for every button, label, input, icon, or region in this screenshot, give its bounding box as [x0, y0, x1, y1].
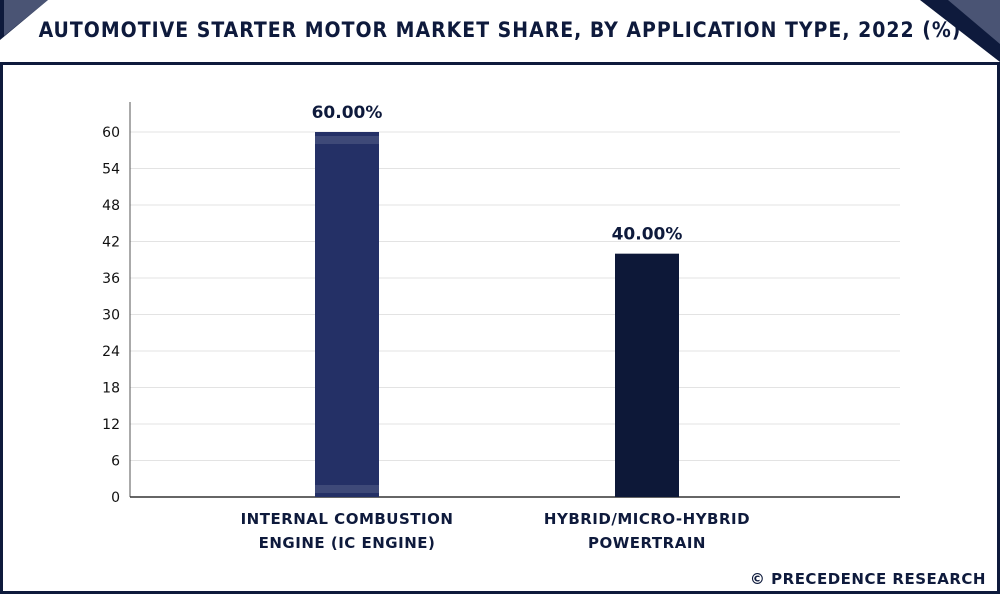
chart-title: AUTOMOTIVE STARTER MOTOR MARKET SHARE, B…: [38, 18, 962, 42]
data-label: 60.00%: [312, 103, 383, 123]
y-tick-label: 18: [102, 381, 120, 397]
y-tick-label: 42: [102, 235, 120, 251]
header-corner-right: [920, 0, 1000, 62]
bar-highlight: [315, 136, 379, 144]
y-tick-label: 54: [102, 162, 120, 178]
y-tick-label: 36: [102, 271, 120, 287]
y-tick-label: 60: [102, 125, 120, 141]
data-label: 40.00%: [612, 225, 683, 245]
y-tick-label: 48: [102, 198, 120, 214]
y-tick-label: 0: [111, 490, 120, 506]
header-divider: [0, 62, 1000, 65]
header-band: AUTOMOTIVE STARTER MOTOR MARKET SHARE, B…: [0, 0, 1000, 62]
bar-highlight: [315, 485, 379, 493]
header-corner-decor: [0, 0, 1000, 62]
y-tick-label: 30: [102, 308, 120, 324]
header-corner-right-shade: [948, 0, 1000, 44]
y-tick-label: 12: [102, 417, 120, 433]
category-label-hybrid: HYBRID/MICRO-HYBRID POWERTRAIN: [543, 510, 751, 552]
header-corner-left-shade: [4, 0, 48, 36]
bar-hybrid: [615, 253, 679, 497]
category-label-ic-engine: INTERNAL COMBUSTION ENGINE (IC ENGINE): [240, 510, 454, 552]
y-tick-label: 24: [102, 344, 120, 360]
bar-ic-engine: [315, 132, 379, 497]
source-credit: © PRECEDENCE RESEARCH: [749, 570, 986, 588]
header-corner-left: [0, 0, 48, 40]
y-tick-label: 6: [111, 454, 120, 470]
